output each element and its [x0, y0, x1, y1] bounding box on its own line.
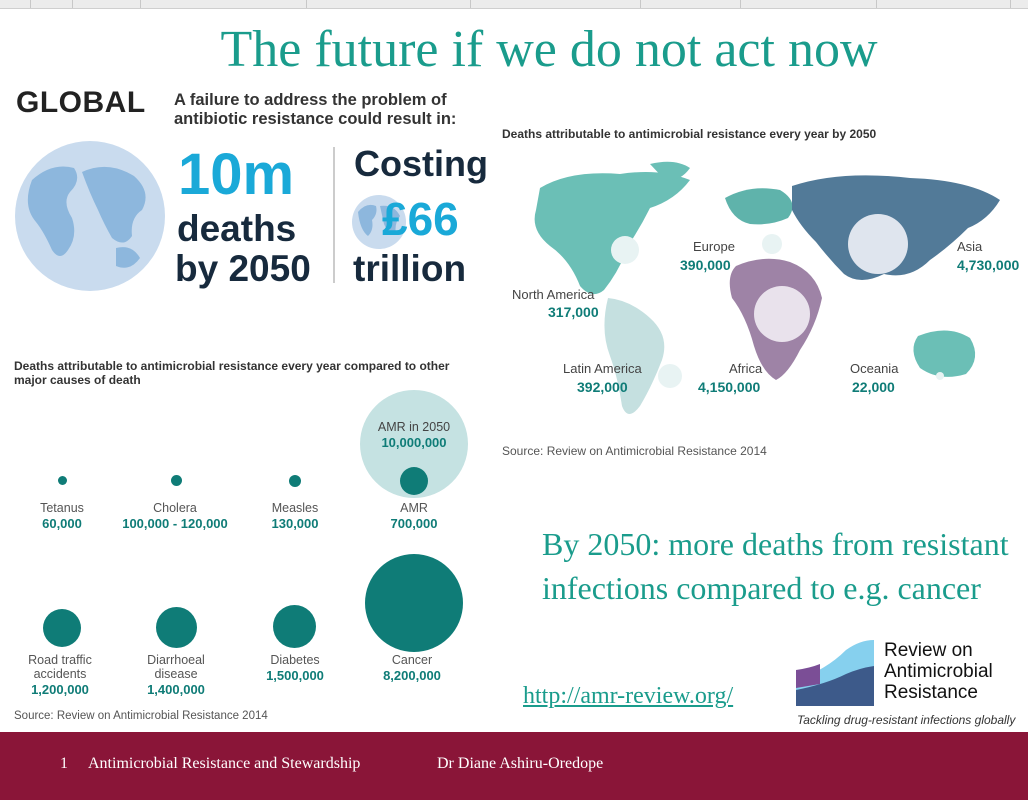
global-heading: GLOBAL	[16, 86, 146, 119]
map-heading: Deaths attributable to antimicrobial res…	[502, 127, 877, 141]
bubble-diabetes	[273, 605, 316, 648]
amr-review-link[interactable]: http://amr-review.org/	[523, 683, 734, 709]
logo-line2: Antimicrobial	[884, 661, 993, 682]
cause-label: Road traffic accidents	[28, 653, 92, 681]
logo-tagline: Tackling drug-resistant infections globa…	[797, 713, 1016, 727]
cause-value: 700,000	[390, 516, 438, 531]
amr-2050-value: 10,000,000	[381, 435, 447, 450]
global-intro: A failure to address the problem of anti…	[174, 91, 457, 128]
logo-line3: Resistance	[884, 682, 978, 703]
bubble-road-traffic	[43, 609, 81, 647]
review-logo-icon	[796, 640, 874, 706]
cause-label: AMR	[400, 501, 428, 515]
bubble-diarrhoeal	[156, 607, 197, 648]
logo-line1: Review on	[884, 640, 973, 661]
region-value: 22,000	[852, 379, 895, 395]
region-label: Europe	[693, 239, 735, 254]
bubble-tetanus	[58, 476, 67, 485]
logo-text: Review on Antimicrobial Resistance	[884, 640, 993, 703]
cause-value: 100,000 - 120,000	[122, 516, 228, 531]
cause-value: 1,200,000	[31, 682, 89, 697]
stat-divider	[333, 147, 335, 283]
amr-2050-label: AMR in 2050	[377, 420, 451, 434]
cause-label: Diarrhoeal disease	[147, 653, 205, 681]
cause-value: 130,000	[271, 516, 319, 531]
comparison-heading: Deaths attributable to antimicrobial res…	[14, 359, 450, 387]
cause-label: Cholera	[153, 501, 197, 515]
deaths-line2: deaths	[177, 208, 297, 249]
slide-title: The future if we do not act now	[220, 21, 878, 78]
deaths-line3: by 2050	[175, 248, 311, 289]
region-label: Oceania	[850, 361, 899, 376]
author-name: Dr Diane Ashiru-Oredope	[437, 755, 604, 772]
world-map	[534, 161, 1000, 414]
side-statement: By 2050: more deaths from resistant infe…	[542, 526, 1009, 606]
cause-value: 1,400,000	[147, 682, 205, 697]
cause-value: 60,000	[42, 516, 82, 531]
cause-value: 8,200,000	[383, 668, 441, 683]
region-value: 4,730,000	[957, 257, 1020, 273]
region-label: Africa	[729, 361, 763, 376]
small-globe-icon	[352, 195, 406, 249]
region-label: North America	[512, 287, 595, 302]
region-label: Asia	[957, 239, 983, 254]
cause-label: Diabetes	[270, 653, 320, 667]
slide-footer: 1 Antimicrobial Resistance and Stewardsh…	[0, 732, 1028, 800]
globe-icon	[15, 141, 165, 291]
cause-label: Cancer	[391, 653, 433, 667]
region-value: 317,000	[548, 304, 599, 320]
window-top-bar	[0, 0, 1028, 9]
cost-line3: trillion	[353, 248, 467, 289]
cost-line1: Costing	[354, 143, 488, 184]
bubble-measles	[289, 475, 301, 487]
cause-value: 1,500,000	[266, 668, 324, 683]
cost-stat: £66	[382, 193, 459, 245]
region-label: Latin America	[563, 361, 642, 376]
slide-number: 1	[60, 755, 68, 772]
cause-label: Tetanus	[40, 501, 84, 515]
deaths-stat: 10m	[178, 142, 295, 207]
course-name: Antimicrobial Resistance and Stewardship	[88, 755, 361, 772]
bubble-cancer	[365, 554, 463, 652]
map-source: Source: Review on Antimicrobial Resistan…	[502, 444, 767, 458]
region-value: 392,000	[577, 379, 628, 395]
cause-label: Measles	[271, 501, 319, 515]
region-value: 4,150,000	[698, 379, 761, 395]
comparison-source: Source: Review on Antimicrobial Resistan…	[14, 710, 268, 722]
bubble-cholera	[171, 475, 182, 486]
bubble-amr	[400, 467, 428, 495]
region-value: 390,000	[680, 257, 731, 273]
